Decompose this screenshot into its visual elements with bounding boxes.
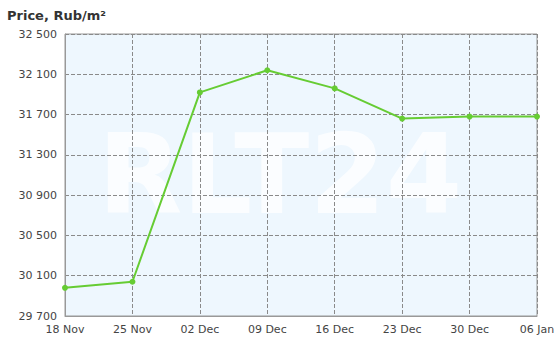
svg-text:25 Nov: 25 Nov bbox=[113, 323, 152, 336]
svg-text:02 Dec: 02 Dec bbox=[180, 323, 219, 336]
svg-text:09 Dec: 09 Dec bbox=[248, 323, 287, 336]
svg-text:30 900: 30 900 bbox=[19, 189, 58, 202]
svg-text:RLT24: RLT24 bbox=[98, 111, 463, 239]
svg-text:23 Dec: 23 Dec bbox=[383, 323, 422, 336]
svg-text:29 700: 29 700 bbox=[19, 310, 58, 323]
svg-text:30 100: 30 100 bbox=[19, 269, 58, 282]
svg-text:31 300: 31 300 bbox=[19, 148, 58, 161]
svg-text:32 500: 32 500 bbox=[19, 28, 58, 41]
svg-text:30 500: 30 500 bbox=[19, 229, 58, 242]
svg-text:31 700: 31 700 bbox=[19, 108, 58, 121]
svg-text:Price, Rub/m²: Price, Rub/m² bbox=[7, 8, 106, 23]
svg-text:32 100: 32 100 bbox=[19, 68, 58, 81]
svg-text:18 Nov: 18 Nov bbox=[46, 323, 85, 336]
svg-text:06 Jan: 06 Jan bbox=[520, 323, 554, 336]
svg-text:16 Dec: 16 Dec bbox=[315, 323, 354, 336]
svg-text:30 Dec: 30 Dec bbox=[450, 323, 489, 336]
